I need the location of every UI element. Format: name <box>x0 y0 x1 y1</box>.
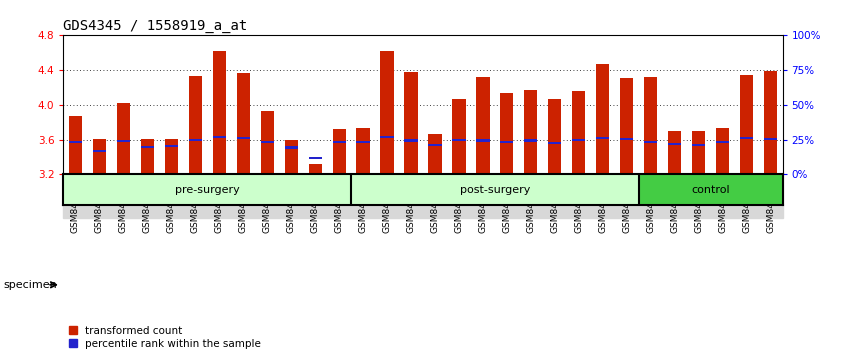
Bar <box>87 175 112 205</box>
Bar <box>135 175 159 205</box>
Bar <box>662 175 687 205</box>
Bar <box>69 141 82 143</box>
Bar <box>332 129 346 175</box>
Bar <box>525 139 537 142</box>
Bar <box>63 175 87 205</box>
Bar <box>447 175 471 205</box>
Bar <box>423 175 447 205</box>
Bar <box>548 142 562 144</box>
Bar <box>591 175 615 205</box>
Bar <box>189 138 202 141</box>
Bar <box>140 139 154 175</box>
Bar <box>572 138 585 141</box>
Bar <box>476 139 490 142</box>
Bar <box>309 164 321 175</box>
Bar <box>471 175 495 205</box>
Bar <box>759 175 783 205</box>
Bar <box>261 141 274 143</box>
Bar <box>525 90 537 175</box>
Bar <box>687 175 711 205</box>
Bar <box>639 175 662 205</box>
Bar <box>69 116 82 175</box>
Bar <box>237 73 250 175</box>
Bar <box>93 150 106 152</box>
Legend: transformed count, percentile rank within the sample: transformed count, percentile rank withi… <box>69 326 261 349</box>
Bar <box>711 175 734 205</box>
Bar <box>596 137 609 139</box>
Bar <box>117 140 130 143</box>
Bar <box>159 175 184 205</box>
Bar <box>284 140 298 175</box>
Bar <box>740 137 753 139</box>
Bar <box>596 64 609 175</box>
Bar <box>356 141 370 143</box>
Bar <box>189 76 202 175</box>
Bar <box>716 127 729 175</box>
Bar <box>740 74 753 175</box>
Bar <box>644 77 657 175</box>
Bar <box>284 147 298 149</box>
Bar <box>764 71 777 175</box>
Bar <box>356 127 370 175</box>
Bar <box>112 175 135 205</box>
Bar <box>500 141 514 143</box>
Bar <box>381 51 393 175</box>
Bar <box>615 175 639 205</box>
Bar <box>255 175 279 205</box>
Text: pre-surgery: pre-surgery <box>175 185 239 195</box>
Bar <box>212 136 226 138</box>
Bar <box>519 175 543 205</box>
Bar <box>453 99 465 175</box>
Bar <box>668 143 681 145</box>
Bar <box>495 175 519 205</box>
Bar <box>117 103 130 175</box>
Bar <box>93 139 106 175</box>
Bar <box>543 175 567 205</box>
Bar <box>620 138 634 140</box>
Bar <box>165 139 178 175</box>
Bar <box>399 175 423 205</box>
Bar <box>332 141 346 143</box>
Text: specimen: specimen <box>3 280 58 290</box>
Bar <box>500 93 514 175</box>
Bar <box>428 144 442 146</box>
Bar <box>184 175 207 205</box>
Bar <box>548 99 562 175</box>
Bar <box>692 131 706 175</box>
Bar <box>404 139 418 142</box>
Bar <box>567 175 591 205</box>
Text: post-surgery: post-surgery <box>459 185 530 195</box>
Text: control: control <box>691 185 730 195</box>
Bar <box>279 175 303 205</box>
Bar <box>692 144 706 146</box>
Bar <box>668 131 681 175</box>
Bar <box>476 77 490 175</box>
Bar <box>644 141 657 143</box>
Bar <box>63 175 783 218</box>
Bar <box>140 145 154 148</box>
Bar <box>375 175 399 205</box>
Bar <box>237 137 250 139</box>
Bar <box>327 175 351 205</box>
Bar <box>303 175 327 205</box>
Bar <box>404 72 418 175</box>
Bar <box>428 133 442 175</box>
Bar <box>716 141 729 143</box>
Bar <box>572 91 585 175</box>
Bar <box>620 78 634 175</box>
Bar <box>764 138 777 140</box>
Bar <box>231 175 255 205</box>
Bar <box>381 136 393 138</box>
Bar <box>165 145 178 147</box>
Bar <box>212 51 226 175</box>
Bar <box>261 111 274 175</box>
Bar <box>351 175 375 205</box>
Bar <box>453 138 465 141</box>
Bar <box>734 175 759 205</box>
Text: GDS4345 / 1558919_a_at: GDS4345 / 1558919_a_at <box>63 19 248 33</box>
Bar <box>309 157 321 159</box>
Bar <box>207 175 231 205</box>
